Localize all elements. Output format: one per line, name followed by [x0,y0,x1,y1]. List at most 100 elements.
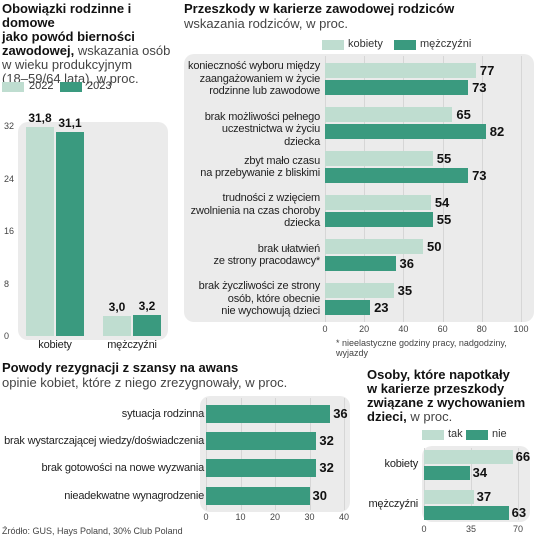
bar-brak-mo-liwo-ci-pe-nego-m-czy-ni [325,124,486,139]
value-label: 37 [476,489,492,504]
value-label: 31,1 [58,115,82,130]
bar-brak-yczliwo-ci-ze-strony-m-czy-ni [325,300,371,315]
category-label-trudno-ci-z-wzi-ciem: trudności z wzięciem zwolnienia na czas c… [184,192,321,230]
panel2-plot-bg [184,54,534,322]
x-gridline [206,398,207,510]
x-tick-label: 0 [203,512,209,522]
x-gridline [240,398,242,510]
category-label-line: brak ułatwień [257,242,320,255]
x-tick-label: 20 [359,324,370,334]
y-tick-label: 32 [4,121,15,131]
panel1-title: Obowiązki rodzinne i domowe jako powód b… [2,2,177,86]
value-label: 54 [434,195,450,210]
bar-brak-u-atwie-kobiety [325,239,423,254]
legend-nie-label: nie [492,428,507,440]
x-tick-label: 40 [398,324,409,334]
category-label-line: konieczność wyboru między [188,60,320,73]
bar-brak-wystarczaj-cej-wiedzy-do-wiadczenia [206,432,317,450]
panel1-title-line3: zawodowej, [2,43,75,58]
bar-trudno-ci-z-wzi-ciem-kobiety [325,195,431,210]
value-label: 73 [472,168,487,183]
panel1-subtitle-line5: (18–59/64 lata), w proc. [2,71,139,86]
panel4-title: Osoby, które napotkały w karierze przesz… [367,368,525,424]
x-tick-label: 10 [235,512,246,522]
category-label-line: brak możliwości pełnego [204,110,320,123]
category-label-nieadekwatne-wynagrodzenie: nieadekwatne wynagrodzenie [64,490,204,502]
legend-2022-swatch [2,82,24,92]
category-label-line: uczestnictwa w życiu dziecka [221,123,320,148]
y-tick-label: 24 [4,173,15,184]
x-gridline [364,56,366,322]
bar-brak-yczliwo-ci-ze-strony-kobiety [325,283,394,298]
value-label: 30 [312,488,327,503]
category-label-zbyt-ma-o-czasu: zbyt mało czasu na przebywanie z bliskimi [184,155,320,180]
x-tick-label: 70 [512,524,523,534]
panel2-title: Przeszkody w karierze zawodowej rodziców [184,1,455,16]
bar-m-czy-ni-nie [424,506,509,520]
value-label: 55 [436,151,452,166]
x-tick-label: 100 [513,324,529,334]
y-tick-label: 0 [4,331,10,341]
category-label-line: trudności z wzięciem [222,192,321,205]
bar-zbyt-ma-o-czasu-kobiety [325,151,433,166]
x-gridline [309,398,311,510]
category-label-line: zwolnienia na czas choroby [190,204,321,217]
category-label-sytuacja-rodzinna: sytuacja rodzinna [121,408,204,420]
x-gridline [424,448,425,520]
x-tick-label: 80 [476,324,487,334]
legend-2023-label: 2023 [87,80,112,92]
category-label-line: rodzinne lub zawodowe [209,85,320,98]
panel4-title-line1: Osoby, które napotkały [367,367,510,382]
panel4-title-line4: dzieci, [367,409,407,424]
legend-nie-swatch [466,430,488,440]
value-label: 32 [319,460,334,475]
value-label: 82 [489,124,505,139]
x-tick-label: 40 [338,512,349,522]
x-tick-label: 0 [322,324,328,334]
bar-brak-u-atwie-m-czy-ni [325,256,396,271]
category-label-line: dziecka [284,217,320,230]
y-tick-label: 8 [4,278,10,289]
x-tick-label: 60 [437,324,448,334]
value-label: 65 [456,107,471,122]
category-label-brak-u-atwie: brak ułatwień ze strony pracodawcy* [184,242,321,268]
value-label: 73 [472,80,487,95]
value-label: 77 [479,63,495,78]
value-label: 35 [397,283,413,298]
value-label: 31,8 [28,111,52,126]
category-label-m-czy-ni: mężczyźni [107,339,157,351]
value-label: 36 [333,406,348,421]
value-label: 50 [427,239,442,254]
category-label-line: ze strony pracodawcy* [213,255,321,267]
bar-konieczno-wyboru-mi-dzy-kobiety [325,63,476,78]
legend-kobiety-label: kobiety [348,38,383,50]
x-gridline [481,56,483,322]
bar-sytuacja-rodzinna [206,405,331,423]
x-tick-label: 0 [421,524,427,534]
panel1-title-line1: Obowiązki rodzinne i domowe [2,1,132,30]
bar-nieadekwatne-wynagrodzenie [206,487,310,505]
value-label: 32 [319,433,334,448]
x-tick-label: 30 [304,512,315,522]
panel4-title-line2: w karierze przeszkody [367,381,505,396]
x-tick-label: 20 [269,512,280,522]
bar-kobiety-2023 [56,131,84,336]
x-gridline [442,56,444,322]
bar-kobiety-tak [424,450,513,464]
value-label: 55 [436,212,452,227]
category-label-kobiety: kobiety [384,458,419,470]
bar-m-czy-ni-2022 [103,316,131,336]
legend-2023-swatch [60,82,82,92]
bar-trudno-ci-z-wzi-ciem-m-czy-ni [325,212,433,227]
bar-brak-gotowo-ci-na-nowe-wyzwania [206,459,317,477]
category-label-line: zbyt mało czasu [244,154,320,167]
bar-zbyt-ma-o-czasu-m-czy-ni [325,168,469,183]
bar-kobiety-2022 [26,127,54,336]
x-gridline [325,56,326,322]
category-label-kobiety: kobiety [38,339,72,351]
value-label: 66 [515,449,531,464]
legend-tak-label: tak [448,428,463,440]
panel2-footnote: * nieelastyczne godziny pracy, nadgodzin… [336,338,507,358]
value-label: 34 [472,465,488,480]
value-label: 3,0 [108,300,126,315]
